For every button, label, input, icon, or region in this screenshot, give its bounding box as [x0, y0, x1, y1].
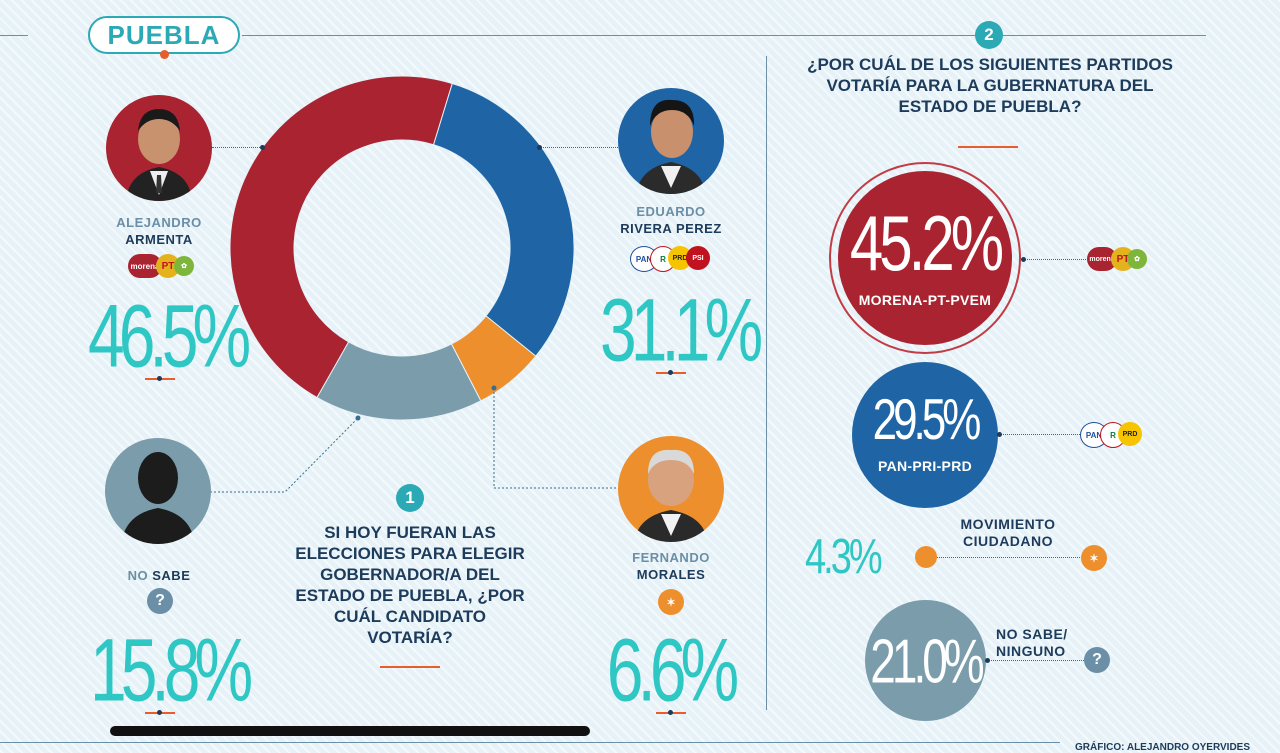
result-mc-dot [915, 546, 937, 568]
pct-rivera: 31.1% [600, 279, 763, 380]
leader-lines-lower [210, 385, 618, 493]
result-nosabe-circle: 21.0% [865, 600, 986, 721]
result-pan-leader [1000, 434, 1080, 435]
prd-logo-icon-2: PRD [1118, 422, 1142, 446]
result-nosabe-label: NO SABE/ NINGUNO [996, 626, 1068, 659]
dot-rivera [668, 370, 673, 375]
donut-slice-3 [316, 341, 482, 421]
question-1-dash [380, 666, 440, 668]
pct-armenta: 46.5% [88, 285, 251, 386]
result-morena-leader [1024, 259, 1086, 260]
leader-dot-armenta [260, 145, 265, 150]
donut-chart [229, 75, 575, 421]
section-divider [766, 56, 767, 710]
name-armenta: ALEJANDRO ARMENTA [116, 215, 202, 247]
question-1-text: SI HOY FUERAN LAS ELECCIONES PARA ELEGIR… [295, 523, 525, 647]
result-morena-dot [1021, 257, 1026, 262]
result-morena-circle: 45.2% MORENA-PT-PVEM [838, 171, 1012, 345]
pct-morales: 6.6% [606, 619, 739, 720]
donut-slice-1 [432, 82, 575, 357]
footer-rule [0, 742, 1060, 743]
leader-dot-rivera [537, 145, 542, 150]
result-mc-leader [937, 557, 1080, 558]
result-morena-label: MORENA-PT-PVEM [858, 291, 992, 308]
question-icon-2: ? [1084, 647, 1110, 673]
pvem-logo-icon-2: ✿ [1127, 249, 1147, 269]
header-rule [242, 35, 977, 36]
result-pan-label: PAN-PRI-PRD [877, 458, 973, 474]
badge-dot [160, 50, 169, 59]
result-nosabe-dot [985, 658, 990, 663]
region-badge: PUEBLA [88, 16, 240, 54]
result-nosabe-leader [988, 660, 1084, 661]
avatar-no-sabe [105, 438, 211, 544]
result-pan-pct: 29.5% [872, 388, 982, 453]
leader-rivera [540, 147, 620, 148]
leader-armenta [212, 147, 262, 148]
question-2-dash [958, 146, 1018, 148]
mc-logo-icon: ✶ [658, 589, 684, 615]
pvem-logo-icon: ✿ [174, 256, 194, 276]
dot-no-sabe [157, 710, 162, 715]
question-2-number: 2 [975, 21, 1003, 49]
question-2-text: ¿POR CUÁL DE LOS SIGUIENTES PARTIDOS VOT… [807, 55, 1173, 116]
avatar-rivera [618, 88, 724, 194]
question-1-number: 1 [396, 484, 424, 512]
result-pan-dot [997, 432, 1002, 437]
pct-no-sabe: 15.8% [90, 619, 253, 720]
avatar-armenta [106, 95, 212, 201]
result-mc-label: MOVIMIENTO CIUDADANO [960, 516, 1056, 549]
mc-logo-icon-2: ✶ [1081, 545, 1107, 571]
result-morena-pct: 45.2% [849, 199, 1004, 287]
name-morales: FERNANDO MORALES [632, 550, 710, 582]
donut-slice-0 [229, 75, 453, 399]
dot-armenta [157, 376, 162, 381]
header-rule-left [0, 35, 28, 36]
header-rule-right [1003, 35, 1206, 36]
credit-text: GRÁFICO: ALEJANDRO OYERVIDES [1075, 742, 1251, 753]
result-pan-circle: 29.5% PAN-PRI-PRD [852, 362, 998, 508]
psi-logo-icon: PSI [686, 246, 710, 270]
name-rivera: EDUARDO RIVERA PEREZ [620, 204, 722, 236]
result-morena-ring [829, 162, 1021, 354]
horizontal-scrollbar[interactable] [110, 726, 590, 736]
name-no-sabe: NO SABE [127, 568, 191, 583]
dot-morales [668, 710, 673, 715]
question-icon: ? [147, 588, 173, 614]
avatar-morales [618, 436, 724, 542]
result-nosabe-pct: 21.0% [870, 625, 984, 696]
result-mc-pct: 4.3% [805, 530, 883, 585]
